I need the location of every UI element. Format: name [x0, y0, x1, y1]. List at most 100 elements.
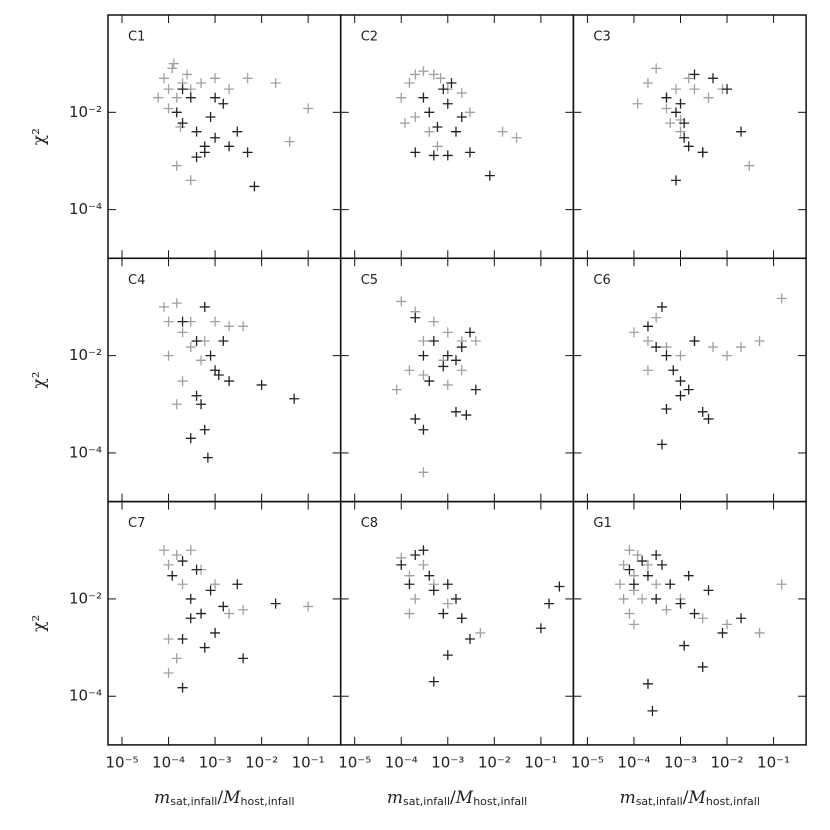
point: [418, 424, 429, 435]
y-axis-label: χ²: [30, 615, 50, 632]
panel: C6: [572, 257, 807, 503]
point: [159, 545, 170, 556]
point: [242, 73, 253, 84]
x-axis-label-part: host,infall: [241, 795, 295, 808]
point: [196, 608, 207, 619]
point: [642, 570, 653, 581]
point: [163, 668, 174, 679]
x-tick-label: 10⁻²: [245, 753, 278, 771]
point: [232, 126, 243, 137]
point: [628, 619, 639, 630]
x-tick-label: 10⁻⁴: [617, 753, 650, 771]
point: [391, 384, 402, 395]
point: [661, 103, 672, 114]
point: [708, 342, 719, 353]
point: [736, 342, 747, 353]
point: [210, 73, 221, 84]
point: [171, 107, 182, 118]
panel: G1 10⁻⁵ 10⁻⁴ 10⁻³ 10⁻² 10⁻¹ msat,infall/Mhost,…: [571, 500, 807, 808]
y-tick-label: 10⁻⁴: [69, 687, 102, 705]
point: [754, 335, 765, 346]
x-tick-label: 10⁻²: [711, 753, 744, 771]
point: [303, 601, 314, 612]
point: [637, 593, 648, 604]
panel-title: C7: [128, 516, 145, 531]
point: [697, 613, 708, 624]
point: [642, 678, 653, 689]
point: [218, 98, 229, 109]
point: [163, 316, 174, 327]
point: [424, 570, 435, 581]
point: [177, 118, 188, 129]
point: [624, 545, 635, 556]
point: [450, 406, 461, 417]
point: [624, 564, 635, 575]
point: [270, 78, 281, 89]
point: [177, 316, 188, 327]
point: [544, 598, 555, 609]
point: [432, 121, 443, 132]
point: [450, 593, 461, 604]
point: [153, 92, 164, 103]
point: [442, 98, 453, 109]
point: [163, 634, 174, 645]
point: [218, 335, 229, 346]
point: [232, 579, 243, 590]
point: [642, 559, 653, 570]
point: [717, 627, 728, 638]
point: [656, 301, 667, 312]
point: [656, 439, 667, 450]
point: [177, 556, 188, 567]
point: [196, 399, 207, 410]
point: [697, 406, 708, 417]
point: [651, 593, 662, 604]
point: [744, 160, 755, 171]
point: [670, 175, 681, 186]
x-axis-label-part: M: [687, 787, 706, 807]
point: [185, 593, 196, 604]
point: [163, 350, 174, 361]
x-tick-label: 10⁻⁴: [152, 753, 185, 771]
point: [456, 342, 467, 353]
panel: C8 10⁻⁵ 10⁻⁴ 10⁻³ 10⁻² 10⁻¹ msat,infall/Mhost,…: [338, 500, 575, 808]
point: [668, 365, 679, 376]
point: [163, 84, 174, 95]
point: [722, 619, 733, 630]
point: [199, 424, 210, 435]
point: [418, 545, 429, 556]
x-tick-label: 10⁻³: [431, 753, 464, 771]
point: [428, 335, 439, 346]
point: [224, 141, 235, 152]
point: [776, 293, 787, 304]
point: [703, 92, 714, 103]
point: [404, 365, 415, 376]
panel-frame: [572, 14, 807, 260]
point: [210, 92, 221, 103]
point: [171, 399, 182, 410]
point: [171, 549, 182, 560]
point: [661, 604, 672, 615]
point: [191, 152, 202, 163]
point: [470, 335, 481, 346]
point: [661, 403, 672, 414]
point: [171, 653, 182, 664]
point: [464, 147, 475, 158]
point: [432, 141, 443, 152]
point: [450, 126, 461, 137]
point: [428, 69, 439, 80]
point: [642, 321, 653, 332]
point: [475, 627, 486, 638]
panel-frame: [572, 257, 807, 503]
point: [159, 301, 170, 312]
panel: C1 10⁻⁴ 10⁻² χ²: [30, 14, 342, 260]
point: [424, 376, 435, 387]
point: [224, 84, 235, 95]
point: [618, 593, 629, 604]
point: [642, 365, 653, 376]
point: [670, 107, 681, 118]
y-tick-label: 10⁻²: [69, 103, 102, 121]
point: [167, 63, 178, 74]
point: [464, 634, 475, 645]
point: [424, 107, 435, 118]
point: [754, 627, 765, 638]
